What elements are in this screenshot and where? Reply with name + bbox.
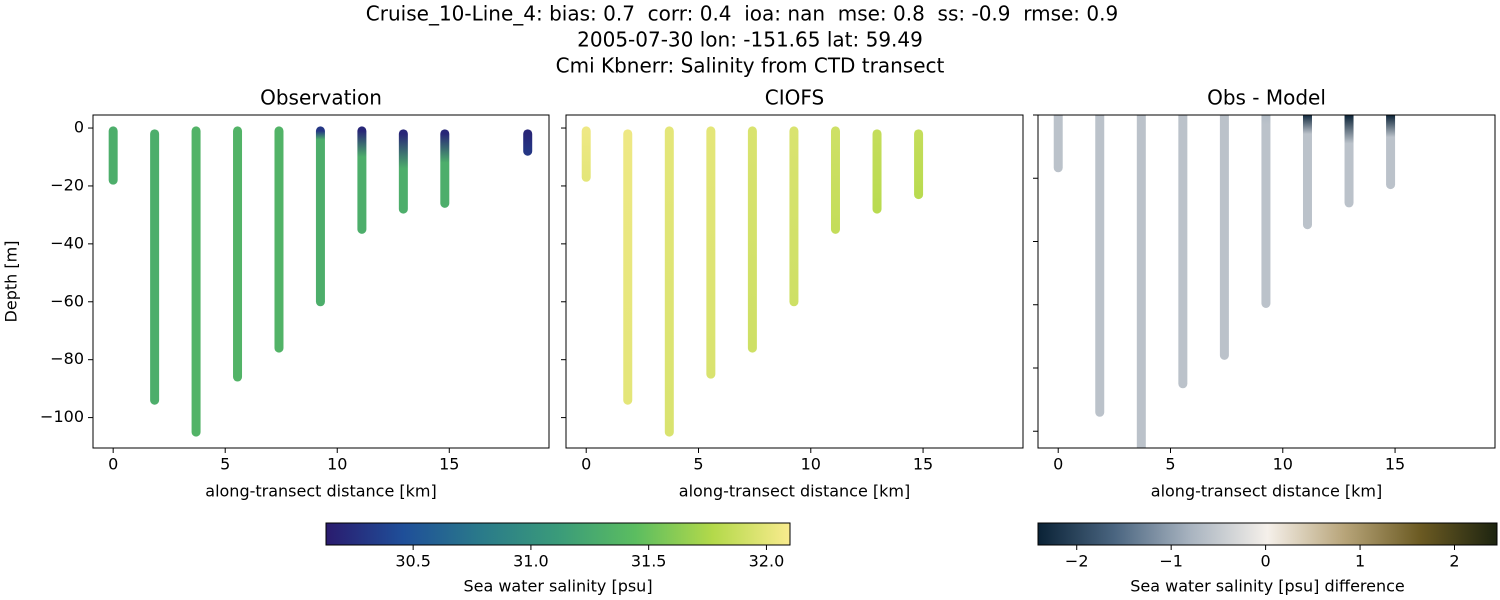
y-tick-label: −80	[50, 349, 84, 368]
axes-title: Obs - Model	[1207, 86, 1326, 110]
y-tick-label: −20	[50, 175, 84, 194]
colorbar-label: Sea water salinity [psu]	[463, 577, 652, 596]
figure-title: Cruise_10-Line_4: bias: 0.7 corr: 0.4 io…	[366, 2, 1118, 26]
colorbar-tick-label: 0	[1261, 552, 1271, 571]
y-axis-label: Depth [m]	[2, 241, 21, 323]
plot-area	[1053, 115, 1396, 448]
x-tick-label: 15	[439, 455, 459, 474]
y-tick-label: 0	[74, 118, 84, 137]
x-tick-label: 15	[1385, 455, 1405, 474]
axes-frame	[92, 114, 550, 449]
axes-frame	[1037, 114, 1496, 449]
colorbar-tick-label: 31.0	[513, 552, 549, 571]
colorbar-tick-label: 2	[1449, 552, 1459, 571]
x-tick-label: 0	[108, 455, 118, 474]
y-tick-label: −60	[50, 291, 84, 310]
axes-frame	[565, 114, 1024, 449]
figure-title: Cmi Kbnerr: Salinity from CTD transect	[556, 54, 945, 78]
axes-title: Observation	[260, 86, 382, 110]
figure-title: 2005-07-30 lon: -151.65 lat: 59.49	[577, 28, 923, 52]
axes-title: CIOFS	[765, 86, 824, 110]
x-tick-label: 5	[220, 455, 230, 474]
colorbar-tick-label: 1	[1355, 552, 1365, 571]
colorbar	[1037, 522, 1498, 546]
x-tick-label: 5	[693, 455, 703, 474]
x-tick-label: 10	[327, 455, 347, 474]
x-tick-label: 15	[913, 455, 933, 474]
x-tick-label: 5	[1165, 455, 1175, 474]
y-tick-label: −40	[50, 233, 84, 252]
colorbar-tick-label: 30.5	[395, 552, 431, 571]
plot-area	[108, 126, 533, 437]
colorbar-tick-label: −1	[1159, 552, 1183, 571]
x-axis-label: along-transect distance [km]	[205, 482, 436, 501]
colorbar-label: Sea water salinity [psu] difference	[1130, 577, 1405, 596]
x-tick-label: 0	[581, 455, 591, 474]
plot-area	[581, 126, 924, 437]
x-tick-label: 10	[801, 455, 821, 474]
x-axis-label: along-transect distance [km]	[1151, 482, 1382, 501]
x-axis-label: along-transect distance [km]	[679, 482, 910, 501]
x-tick-label: 0	[1053, 455, 1063, 474]
x-tick-label: 10	[1273, 455, 1293, 474]
colorbar-tick-label: −2	[1065, 552, 1089, 571]
colorbar	[325, 522, 791, 546]
colorbar-tick-label: 32.0	[749, 552, 785, 571]
y-tick-label: −100	[40, 407, 84, 426]
colorbar-tick-label: 31.5	[631, 552, 667, 571]
